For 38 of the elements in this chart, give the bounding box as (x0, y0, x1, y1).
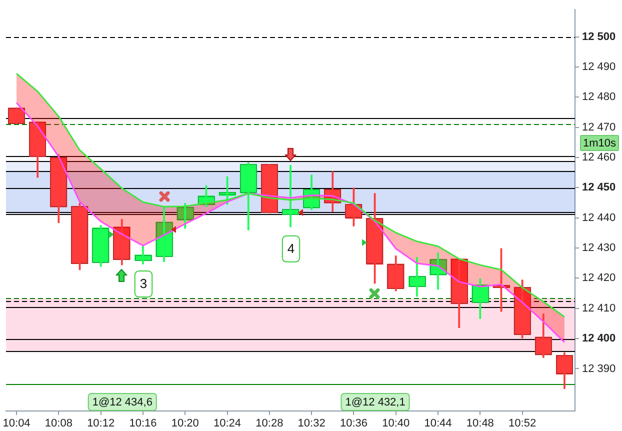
x-tick-label: 10:52 (508, 418, 536, 430)
y-tick-label: 12 460 (582, 152, 616, 164)
y-tick-label: 12 450 (582, 182, 616, 194)
y-tick-label: 12 410 (582, 302, 616, 314)
text: 1m10s (582, 137, 617, 150)
x-tick-label: 10:32 (298, 418, 326, 430)
annotation: 4 (287, 241, 295, 256)
y-tick-label: 12 400 (582, 332, 616, 345)
candlestick (240, 162, 257, 230)
candlestick (556, 352, 573, 389)
x-tick-label: 10:48 (466, 418, 494, 430)
x-tick-label: 10:28 (256, 418, 284, 430)
y-tick-label: 12 500 (582, 30, 616, 43)
y-tick-label: 12 420 (582, 272, 616, 284)
candlestick (8, 107, 25, 124)
x-tick-label: 10:08 (44, 418, 72, 430)
y-tick-label: 12 470 (582, 121, 616, 134)
x-tick-label: 10:16 (129, 418, 157, 430)
candlestick (472, 278, 489, 319)
y-tick-label: 12 490 (582, 60, 616, 73)
y-tick-label: 12 440 (582, 212, 616, 224)
y-tick-label: 12 480 (582, 91, 616, 104)
annotation: 1@12 434,6 (92, 396, 152, 409)
x-tick-label: 10:40 (382, 418, 410, 430)
candlestick (260, 164, 278, 214)
x-tick-label: 10:20 (171, 418, 199, 430)
y-tick-label: 12 430 (582, 242, 616, 254)
annotation: 1@12 432,1 (345, 396, 406, 409)
x-tick-label: 10:44 (424, 418, 452, 430)
annotation: 3 (140, 276, 148, 292)
x-tick-label: 10:36 (340, 418, 368, 430)
candlestick (176, 203, 194, 229)
x-tick-label: 10:12 (87, 418, 115, 430)
y-tick-label: 12 390 (582, 362, 616, 375)
candlestick (450, 258, 468, 328)
candlestick (534, 313, 552, 358)
x-tick-label: 10:04 (2, 418, 30, 430)
x-tick-label: 10:24 (214, 418, 242, 430)
